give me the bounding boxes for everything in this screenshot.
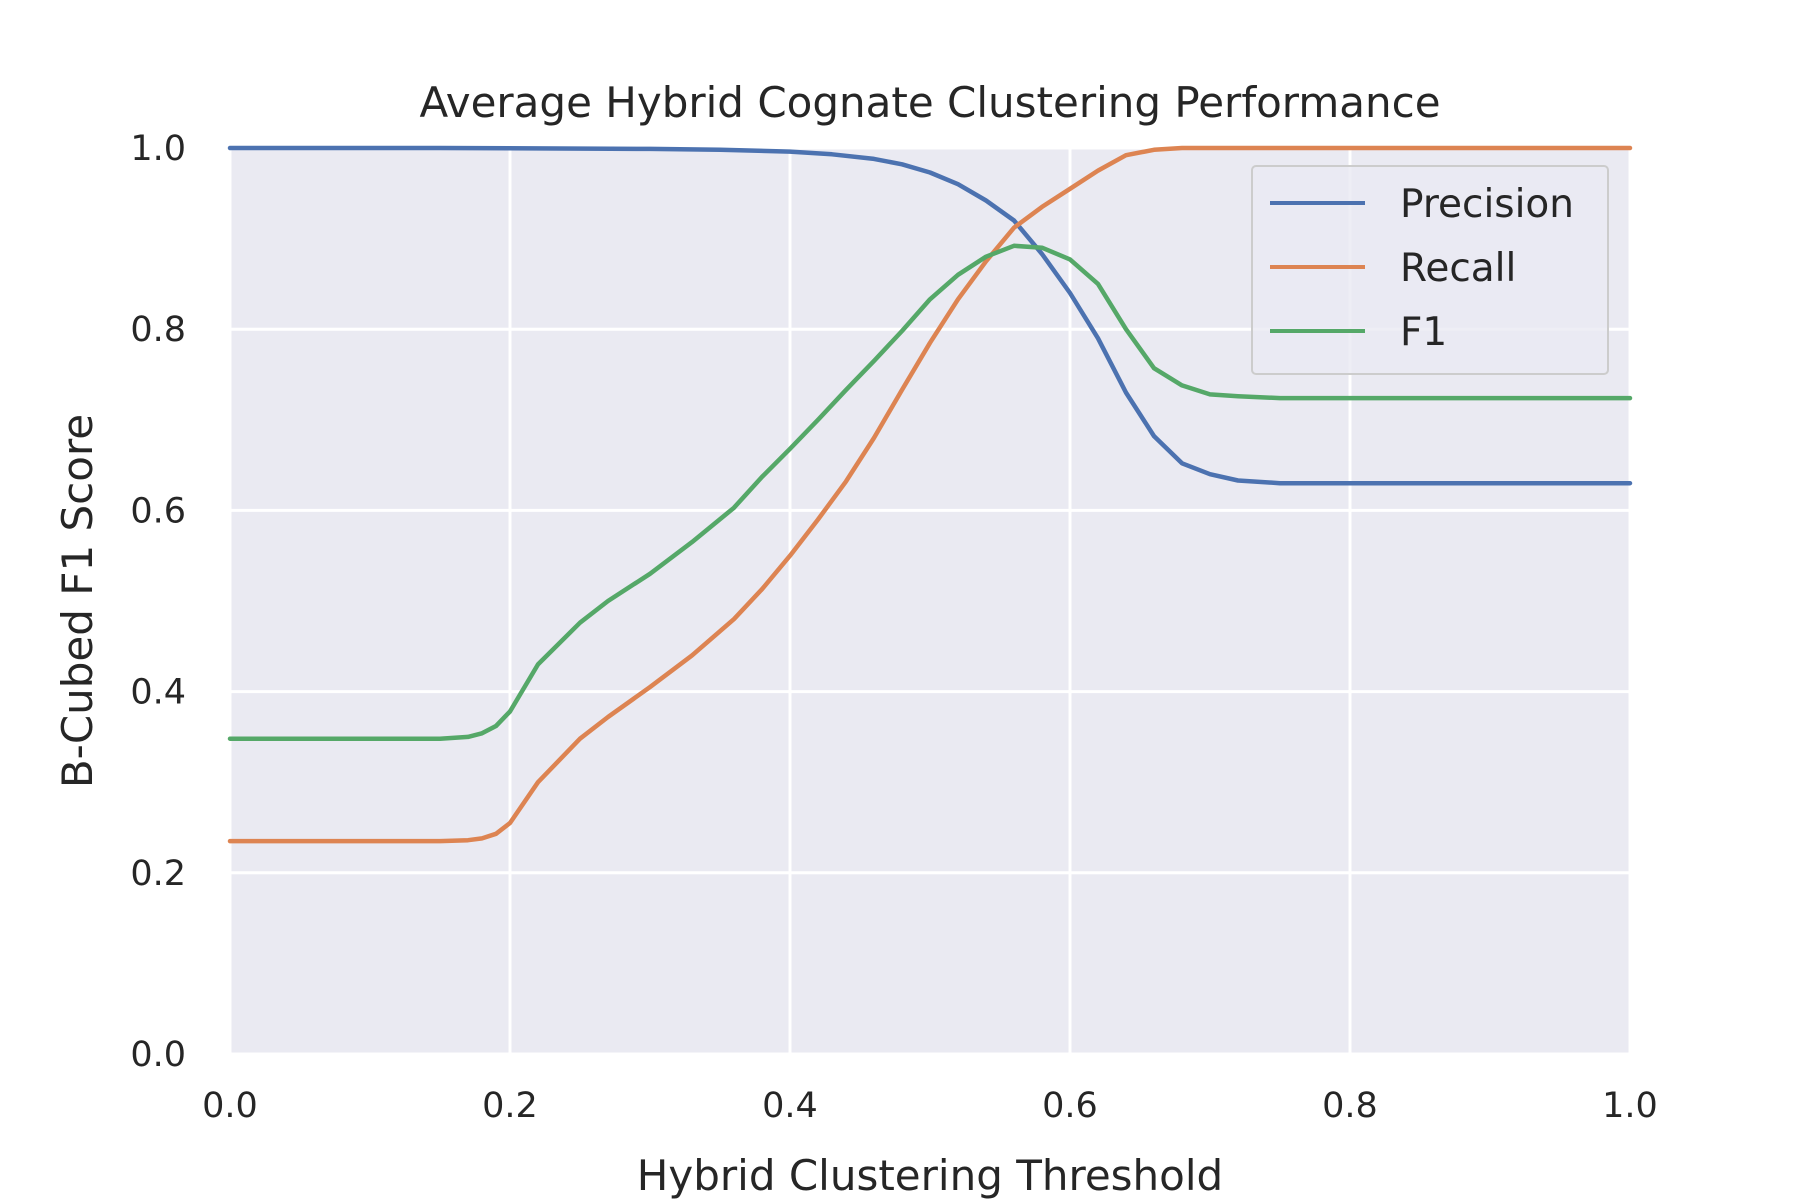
- y-tick-label: 1.0: [130, 129, 186, 169]
- x-tick-label: 0.6: [1042, 1086, 1098, 1126]
- legend-label-recall: Recall: [1400, 246, 1516, 291]
- y-tick-label: 0.6: [130, 491, 186, 531]
- y-tick-label: 0.2: [130, 854, 186, 894]
- x-axis-label: Hybrid Clustering Threshold: [637, 1151, 1223, 1200]
- y-tick-label: 0.4: [130, 673, 186, 713]
- chart-title: Average Hybrid Cognate Clustering Perfor…: [419, 78, 1440, 127]
- series-line-recall: [227, 145, 1633, 844]
- series-lines: [227, 145, 1633, 844]
- x-tick-label: 0.8: [1322, 1086, 1378, 1126]
- x-tick-label: 1.0: [1602, 1086, 1658, 1126]
- x-tick-label: 0.4: [762, 1086, 818, 1126]
- legend: Precision Recall F1: [1251, 165, 1609, 375]
- y-tick-label: 0.8: [130, 310, 186, 350]
- series-line-precision: [227, 145, 1633, 486]
- legend-label-precision: Precision: [1400, 182, 1574, 227]
- y-tick-label: 0.0: [130, 1035, 186, 1075]
- x-tick-labels: 0.0 0.2 0.4 0.6 0.8 1.0: [202, 1086, 1658, 1126]
- legend-box: [1251, 165, 1609, 375]
- series-line-f1: [227, 243, 1633, 741]
- y-tick-labels: 0.0 0.2 0.4 0.6 0.8 1.0: [130, 129, 186, 1075]
- x-tick-label: 0.0: [202, 1086, 258, 1126]
- legend-label-f1: F1: [1400, 310, 1447, 355]
- x-tick-label: 0.2: [482, 1086, 538, 1126]
- y-axis-label: B-Cubed F1 Score: [53, 414, 102, 788]
